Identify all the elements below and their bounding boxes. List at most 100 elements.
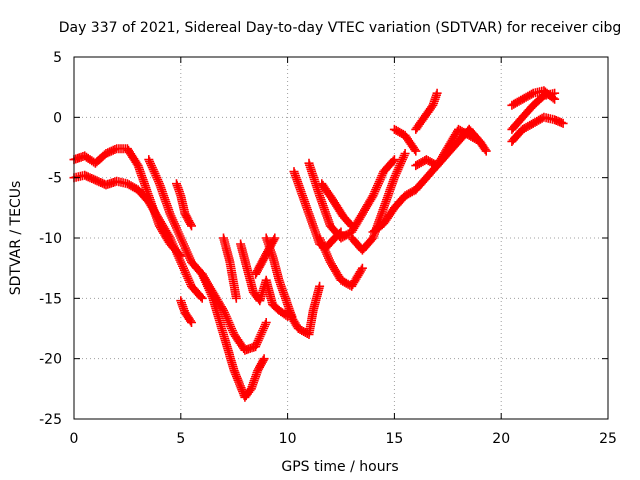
data-point-marker [370, 187, 380, 197]
data-point-marker [255, 332, 265, 341]
data-point-marker [221, 311, 231, 321]
data-point-marker [169, 241, 179, 251]
data-point-marker [395, 161, 405, 171]
series-arc-3 [144, 155, 271, 355]
data-point-marker [181, 245, 191, 255]
data-point-marker [203, 283, 213, 293]
data-point-marker [223, 316, 233, 325]
data-point-marker [410, 144, 420, 154]
data-point-marker [183, 273, 193, 283]
data-point-marker [550, 94, 560, 104]
data-point-marker [171, 245, 180, 255]
data-point-marker [315, 233, 325, 243]
data-markers [69, 86, 568, 402]
data-point-marker [207, 291, 217, 301]
y-tick-label: -10 [39, 231, 62, 247]
data-point-marker [182, 271, 192, 281]
data-point-marker [270, 233, 280, 243]
data-point-marker [197, 269, 207, 279]
data-point-marker [171, 221, 180, 231]
data-point-marker [179, 241, 189, 251]
data-point-marker [321, 247, 331, 257]
data-point-marker [179, 239, 188, 249]
data-point-marker [170, 219, 180, 229]
data-point-marker [184, 275, 194, 285]
series-arc-14 [315, 233, 367, 291]
data-point-marker [168, 215, 178, 225]
x-tick-label: 15 [385, 431, 403, 447]
data-point-marker [252, 338, 262, 348]
data-point-marker [322, 249, 332, 259]
data-point-marker [183, 249, 193, 259]
data-point-marker [347, 221, 357, 231]
data-point-marker [256, 330, 266, 339]
series-arc-2 [69, 170, 207, 303]
data-point-marker [257, 328, 267, 337]
data-point-marker [153, 175, 163, 185]
chart-title: Day 337 of 2021, Sidereal Day-to-day VTE… [59, 20, 622, 36]
data-point-marker [357, 263, 367, 273]
data-point-marker [259, 354, 269, 364]
series-arc-13 [304, 155, 399, 243]
data-point-marker [259, 324, 269, 333]
data-point-marker [250, 374, 260, 384]
data-point-marker [169, 217, 179, 227]
data-point-marker [394, 163, 404, 173]
data-point-marker [199, 273, 209, 283]
data-point-marker [201, 277, 211, 287]
data-point-marker [226, 322, 236, 331]
data-point-marker [374, 177, 384, 187]
data-point-marker [173, 251, 183, 261]
data-point-marker [167, 237, 177, 247]
data-point-marker [174, 253, 184, 263]
data-point-marker [152, 173, 162, 183]
data-point-marker [145, 157, 155, 167]
x-tick-label: 25 [599, 431, 617, 447]
data-point-marker [172, 225, 182, 235]
data-point-marker [432, 88, 442, 98]
data-point-marker [175, 231, 185, 241]
data-point-marker [187, 221, 196, 231]
data-point-marker [396, 159, 406, 169]
data-point-marker [177, 259, 187, 269]
data-point-marker [389, 173, 399, 183]
data-point-marker [397, 157, 406, 167]
series-arc-10 [261, 233, 297, 321]
data-point-marker [203, 281, 212, 291]
data-point-marker [368, 191, 378, 201]
data-point-marker [182, 247, 192, 257]
data-point-marker [373, 179, 383, 189]
data-point-marker [397, 155, 407, 165]
data-point-marker [411, 146, 421, 156]
data-point-marker [480, 145, 490, 154]
data-point-marker [389, 155, 399, 165]
data-point-marker [196, 292, 206, 302]
data-point-marker [399, 151, 409, 160]
data-point-marker [318, 241, 328, 251]
data-point-marker [227, 326, 237, 335]
data-point-marker [481, 146, 491, 156]
data-point-marker [316, 235, 325, 245]
x-tick-label: 20 [492, 431, 510, 447]
x-tick-label: 10 [279, 431, 297, 447]
data-point-marker [356, 265, 366, 275]
data-point-marker [165, 209, 175, 219]
data-point-marker [224, 318, 234, 327]
data-point-marker [316, 237, 326, 247]
data-point-marker [231, 293, 241, 303]
data-point-marker [178, 237, 188, 247]
data-point-marker [174, 229, 184, 239]
data-point-marker [324, 253, 333, 263]
data-point-marker [166, 235, 176, 245]
data-point-marker [319, 243, 329, 253]
data-point-marker [251, 340, 261, 350]
y-tick-label: -25 [39, 412, 62, 428]
data-point-marker [261, 318, 271, 327]
data-point-marker [315, 281, 325, 291]
series-arc-22 [464, 124, 491, 156]
data-point-marker [222, 313, 232, 323]
y-tick-label: -20 [39, 352, 62, 368]
data-point-marker [260, 322, 269, 331]
y-tick-label: -5 [48, 171, 62, 187]
